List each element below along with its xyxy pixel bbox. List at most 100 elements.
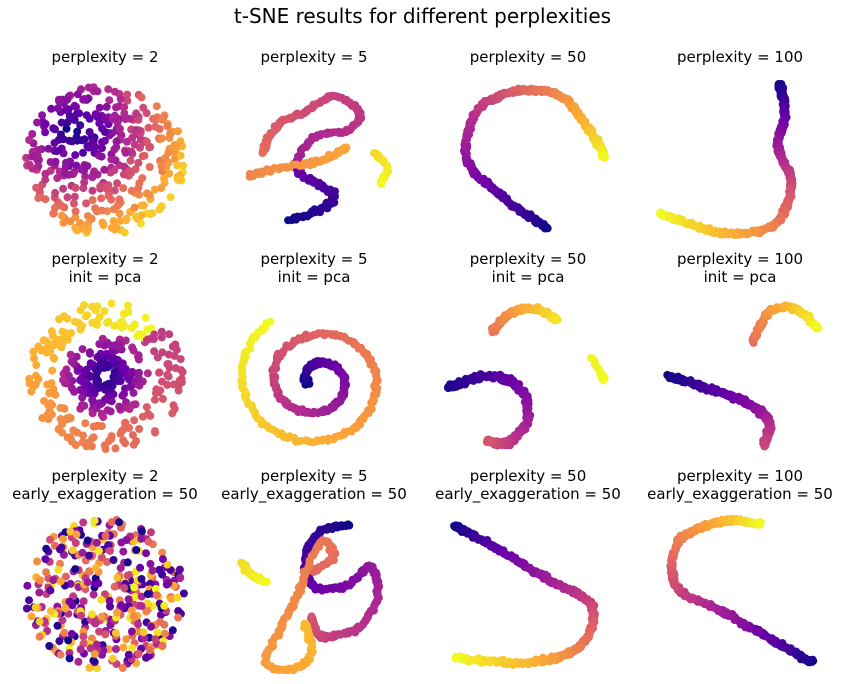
scatter-point (173, 593, 182, 602)
scatter-point (124, 650, 133, 659)
scatter-point (116, 564, 125, 573)
scatter-point (90, 618, 99, 627)
scatter-point (153, 628, 162, 637)
scatter-point (66, 527, 75, 536)
scatter-point (72, 102, 80, 111)
scatter-point (97, 595, 106, 604)
panel-title: early_exaggeration = 50 (12, 485, 198, 504)
scatter-point (127, 186, 136, 195)
scatter-point (113, 573, 122, 582)
scatter-point (127, 606, 136, 615)
scatter-point (56, 130, 65, 139)
scatter-point (107, 341, 115, 350)
scatter-point (69, 426, 78, 435)
scatter-point (81, 380, 90, 389)
scatter-point (93, 302, 102, 311)
scatter-point (97, 194, 106, 203)
scatter-point (42, 544, 51, 553)
scatter-point (75, 109, 84, 118)
scatter-point (101, 445, 110, 453)
scatter-point (100, 341, 109, 350)
scatter-point (79, 431, 88, 440)
scatter-point (51, 188, 60, 197)
scatter-point (120, 103, 129, 112)
scatter-point (125, 404, 134, 413)
scatter-point (756, 520, 765, 529)
scatter-point (135, 190, 143, 199)
panel-title: perplexity = 50 (470, 467, 587, 485)
scatter-point (60, 168, 69, 177)
scatter-point (86, 359, 95, 368)
scatter-point (80, 367, 89, 376)
scatter-point (36, 576, 45, 585)
scatter-point (113, 179, 122, 188)
scatter-point (168, 626, 177, 635)
scatter-point (110, 186, 119, 195)
scatter-point (266, 317, 275, 326)
scatter-point (28, 130, 37, 138)
scatter-point (73, 90, 82, 99)
scatter-point (73, 226, 81, 235)
scatter-point (601, 152, 610, 161)
scatter-point (58, 616, 67, 625)
panel-title: init = pca (704, 268, 777, 286)
scatter-point (145, 163, 154, 171)
scatter-point (151, 428, 160, 437)
scatter-point (100, 307, 109, 316)
scatter-point (157, 333, 166, 342)
scatter-point (111, 444, 120, 453)
scatter-point (130, 320, 139, 329)
scatter-point (62, 124, 71, 133)
scatter-point (165, 169, 174, 178)
scatter-point (33, 118, 42, 127)
scatter-point (137, 534, 146, 543)
scatter-point (98, 144, 106, 153)
scatter-point (76, 325, 85, 334)
scatter-point (71, 207, 80, 216)
scatter-point (33, 557, 42, 566)
scatter-point (67, 629, 76, 638)
scatter-point (96, 182, 105, 191)
scatter-point (79, 518, 88, 527)
scatter-point (41, 120, 50, 128)
scatter-point (148, 209, 157, 218)
scatter-point (125, 167, 134, 175)
scatter-point (83, 438, 92, 447)
scatter-point (127, 370, 135, 379)
scatter-point (71, 565, 80, 574)
scatter-point (50, 354, 59, 363)
scatter-point (100, 136, 109, 145)
scatter-point (142, 549, 150, 558)
panel-title: init = pca (278, 268, 351, 286)
scatter-point (89, 656, 98, 665)
scatter-point (55, 637, 64, 646)
scatter-point (166, 193, 175, 202)
scatter-point (85, 143, 93, 152)
scatter-point (59, 535, 68, 543)
scatter-point (85, 663, 94, 672)
scatter-point (94, 579, 103, 588)
scatter-point (157, 184, 166, 193)
scatter-point (104, 379, 113, 388)
scatter-point (53, 621, 62, 630)
scatter-point (163, 122, 172, 131)
scatter-point (134, 352, 143, 361)
scatter-point (95, 119, 104, 128)
scatter-point (115, 402, 124, 411)
scatter-point (812, 323, 821, 332)
scatter-point (164, 579, 173, 588)
scatter-point (85, 551, 94, 560)
scatter-point (74, 657, 83, 666)
panel-title: perplexity = 2 (51, 48, 158, 66)
scatter-point (91, 110, 100, 119)
scatter-point (78, 345, 87, 354)
scatter-point (47, 104, 56, 113)
scatter-point (158, 641, 167, 650)
scatter-point (158, 134, 167, 143)
scatter-point (40, 345, 49, 354)
scatter-point (136, 563, 145, 572)
scatter-point (80, 95, 89, 103)
scatter-point (105, 596, 114, 605)
scatter-point (144, 410, 153, 418)
